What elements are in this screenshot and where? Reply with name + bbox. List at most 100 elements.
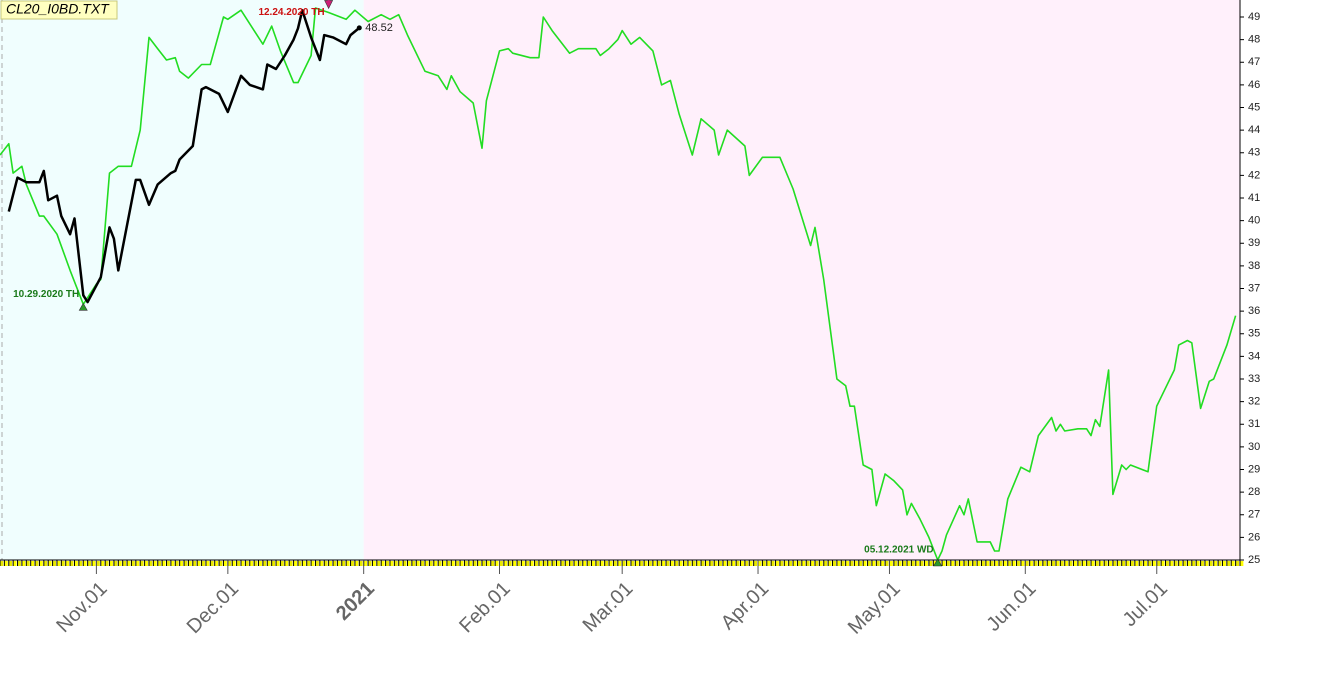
axis-ruler <box>994 561 999 566</box>
axis-ruler <box>262 561 267 566</box>
axis-ruler <box>652 561 657 566</box>
axis-ruler <box>341 561 346 566</box>
axis-ruler <box>74 561 78 566</box>
y-tick-label: 34 <box>1248 350 1260 362</box>
axis-ruler <box>753 561 758 566</box>
y-tick-label: 36 <box>1248 305 1260 317</box>
y-tick-label: 37 <box>1248 282 1260 294</box>
y-tick-label: 46 <box>1248 79 1260 91</box>
y-tick-label: 41 <box>1248 192 1260 204</box>
axis-ruler <box>280 561 284 566</box>
axis-ruler <box>372 561 376 566</box>
y-tick-label: 38 <box>1248 260 1260 272</box>
axis-ruler <box>644 561 648 566</box>
axis-ruler <box>249 561 254 566</box>
axis-ruler <box>871 561 876 566</box>
axis-ruler <box>521 561 525 566</box>
axis-ruler <box>258 561 262 566</box>
axis-ruler <box>451 561 455 566</box>
axis-ruler <box>490 561 495 566</box>
x-tick-label: Jun.01 <box>983 578 1041 636</box>
axis-ruler <box>924 561 928 566</box>
axis-ruler <box>359 561 363 566</box>
axis-ruler <box>779 561 784 566</box>
y-tick-label: 42 <box>1248 169 1260 181</box>
axis-ruler <box>254 561 258 566</box>
axis-ruler <box>425 561 429 566</box>
axis-ruler <box>1012 561 1016 566</box>
axis-ruler <box>1139 561 1143 566</box>
axis-ruler <box>420 561 425 566</box>
axis-ruler <box>1196 561 1200 566</box>
axis-ruler <box>771 561 775 566</box>
axis-ruler <box>740 561 744 566</box>
axis-ruler <box>271 561 276 566</box>
axis-ruler <box>1165 561 1169 566</box>
x-tick-label: Feb.01 <box>455 578 515 638</box>
axis-ruler <box>503 561 508 566</box>
axis-ruler <box>381 561 385 566</box>
axis-ruler <box>52 561 56 566</box>
axis-ruler <box>350 561 354 566</box>
axis-ruler <box>214 561 219 566</box>
chart-title: CL20_I0BD.TXT <box>6 1 110 17</box>
axis-ruler <box>797 561 801 566</box>
y-tick-label: 26 <box>1248 531 1260 543</box>
axis-ruler <box>963 561 968 566</box>
axis-ruler <box>368 561 372 566</box>
y-tick-label: 30 <box>1248 441 1260 453</box>
axis-ruler <box>197 561 201 566</box>
axis-ruler <box>78 561 83 566</box>
y-tick-label: 44 <box>1248 124 1260 136</box>
axis-ruler <box>1231 561 1235 566</box>
axis-ruler <box>1191 561 1196 566</box>
axis-ruler <box>731 561 736 566</box>
axis-ruler <box>1025 561 1029 566</box>
axis-ruler <box>429 561 433 566</box>
axis-ruler <box>758 561 762 566</box>
axis-ruler <box>613 561 617 566</box>
axis-ruler <box>701 561 705 566</box>
axis-ruler <box>346 561 350 566</box>
axis-ruler <box>337 561 341 566</box>
axis-ruler <box>122 561 127 566</box>
axis-ruler <box>560 561 565 566</box>
axis-ruler <box>832 561 836 566</box>
axis-ruler <box>1174 561 1178 566</box>
axis-ruler <box>1226 561 1231 566</box>
axis-ruler <box>762 561 766 566</box>
axis-ruler <box>1086 561 1091 566</box>
axis-ruler <box>363 561 368 566</box>
axis-ruler <box>578 561 582 566</box>
axis-ruler <box>775 561 779 566</box>
axis-ruler <box>411 561 416 566</box>
axis-ruler <box>166 561 170 566</box>
axis-ruler <box>1060 561 1064 566</box>
y-tick-label: 29 <box>1248 463 1260 475</box>
axis-ruler <box>674 561 679 566</box>
axis-ruler <box>788 561 793 566</box>
axis-ruler <box>245 561 249 566</box>
axis-ruler <box>1003 561 1007 566</box>
x-tick-label: Apr.01 <box>717 578 773 634</box>
axis-ruler <box>92 561 96 566</box>
axis-ruler <box>880 561 885 566</box>
axis-ruler <box>477 561 481 566</box>
axis-ruler <box>867 561 871 566</box>
axis-ruler <box>823 561 828 566</box>
axis-ruler <box>854 561 858 566</box>
axis-ruler <box>1134 561 1139 566</box>
y-tick-label: 49 <box>1248 11 1260 23</box>
axis-ruler <box>184 561 188 566</box>
axis-ruler <box>333 561 337 566</box>
axis-ruler <box>43 561 48 566</box>
axis-ruler <box>696 561 701 566</box>
axis-ruler <box>306 561 311 566</box>
axis-ruler <box>315 561 319 566</box>
axis-ruler <box>201 561 205 566</box>
axis-ruler <box>692 561 696 566</box>
axis-ruler <box>906 561 911 566</box>
axis-ruler <box>1064 561 1069 566</box>
axis-ruler <box>810 561 814 566</box>
axis-ruler <box>1126 561 1130 566</box>
